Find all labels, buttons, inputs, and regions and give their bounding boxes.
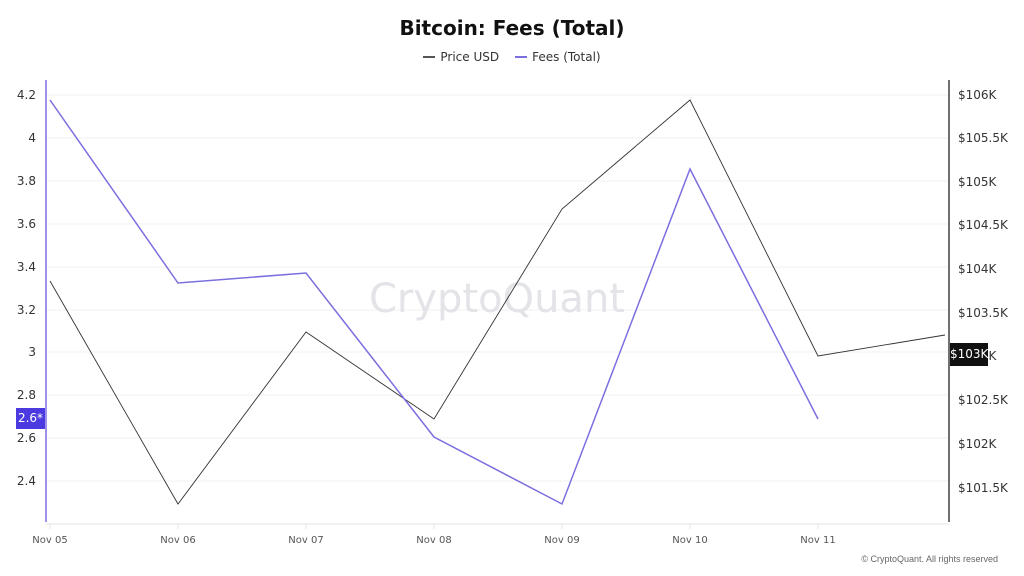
right-tick: $105.5K xyxy=(958,131,1008,145)
legend: Price USD Fees (Total) xyxy=(0,50,1024,64)
right-tick: $101.5K xyxy=(958,481,1008,495)
left-tick: 2.4 xyxy=(16,474,36,488)
right-tick: $105K xyxy=(958,175,997,189)
x-tick: Nov 05 xyxy=(32,535,68,546)
left-tick: 3 xyxy=(28,345,36,359)
legend-label-price: Price USD xyxy=(440,50,500,64)
left-tick: 3.8 xyxy=(16,174,36,188)
right-tick: $106K xyxy=(958,88,997,102)
left-tick: 3.2 xyxy=(16,303,36,317)
copyright-notice: © CryptoQuant. All rights reserved xyxy=(861,554,998,564)
legend-label-fees: Fees (Total) xyxy=(532,50,601,64)
right-tick: $102.5K xyxy=(958,393,1008,407)
gridlines xyxy=(46,94,949,482)
x-tick: Nov 09 xyxy=(544,535,580,546)
chart-title: Bitcoin: Fees (Total) xyxy=(399,16,625,40)
fees-total-line xyxy=(49,99,819,506)
right-tick: $102K xyxy=(958,437,997,451)
right-tick: $104.5K xyxy=(958,218,1008,232)
x-tick: Nov 07 xyxy=(288,535,324,546)
left-tick: 2.6 xyxy=(16,431,36,445)
x-tick: Nov 10 xyxy=(672,535,708,546)
left-tick: 3.4 xyxy=(16,260,36,274)
right-tick: $103.5K xyxy=(958,306,1008,320)
right-axis-crosshair-badge: $103K xyxy=(950,343,988,366)
x-tick: Nov 11 xyxy=(800,535,836,546)
left-tick: 4 xyxy=(28,131,36,145)
legend-item-price[interactable]: Price USD xyxy=(423,50,499,64)
price-usd-line xyxy=(49,99,946,505)
x-tick: Nov 08 xyxy=(416,535,452,546)
left-tick: 3.6 xyxy=(16,217,36,231)
legend-item-fees[interactable]: Fees (Total) xyxy=(515,50,601,64)
fees-swatch-icon xyxy=(515,56,528,58)
right-tick: $104K xyxy=(958,262,997,276)
x-tick: Nov 06 xyxy=(160,535,196,546)
price-swatch-icon xyxy=(423,56,436,58)
left-axis-crosshair-badge: 2.6* xyxy=(16,408,45,429)
left-tick: 2.8 xyxy=(16,388,36,402)
left-tick: 4.2 xyxy=(16,88,36,102)
watermark: CryptoQuant xyxy=(369,276,625,322)
